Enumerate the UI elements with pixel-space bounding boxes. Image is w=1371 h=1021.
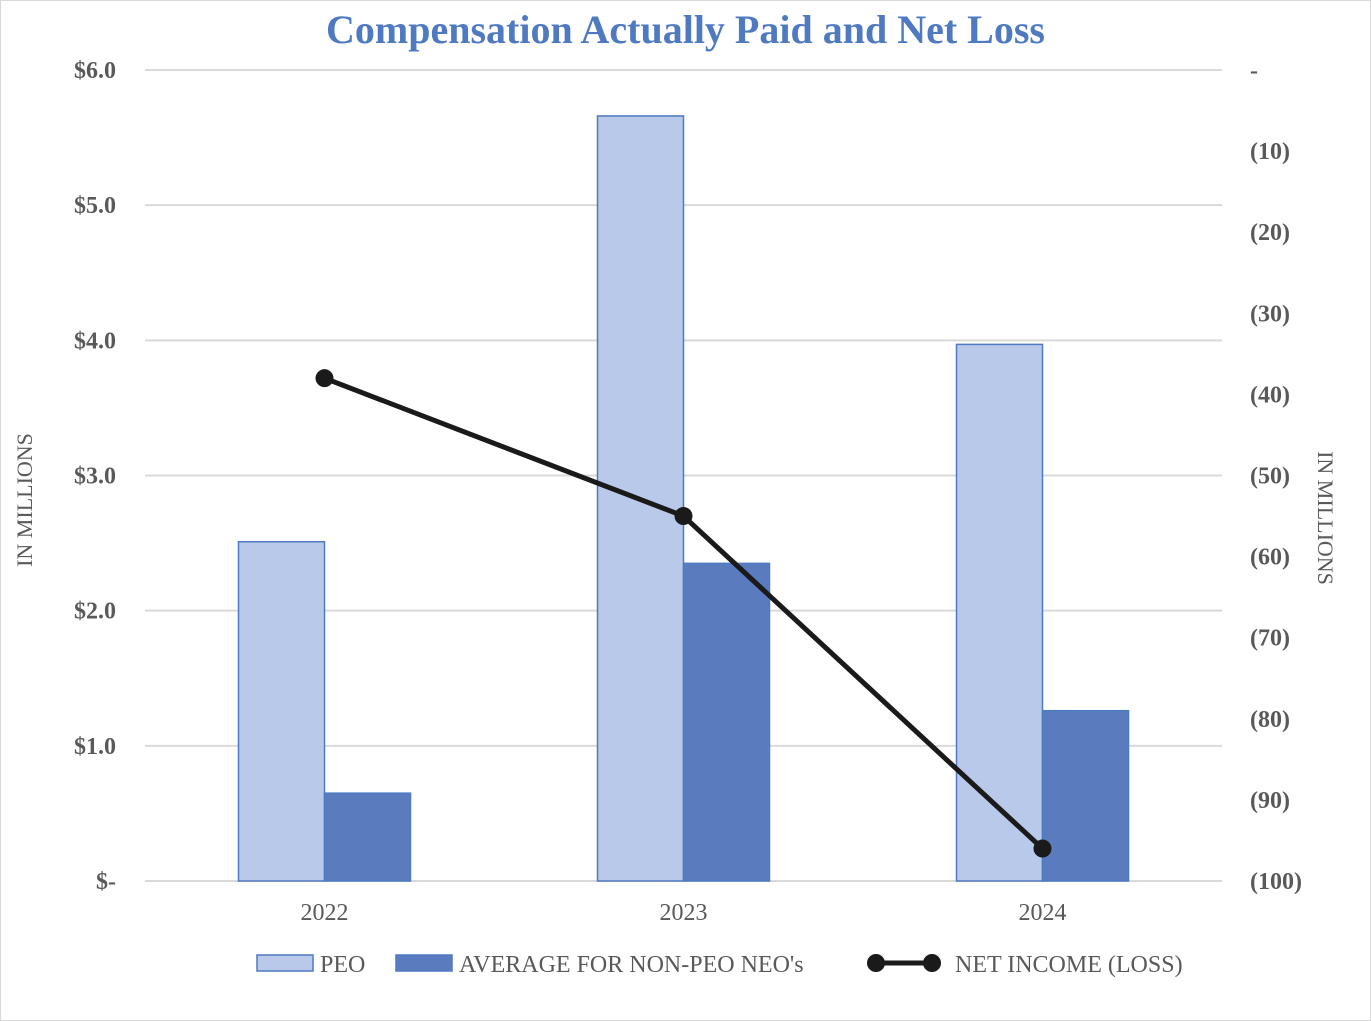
legend-swatch-non-peo	[395, 954, 453, 972]
right-tick-label-0: -	[1250, 58, 1258, 84]
x-tick-label-2024: 2024	[1019, 900, 1067, 926]
left-tick-label-0: $-	[96, 869, 116, 895]
bar-non-peo-2022	[323, 792, 412, 882]
right-tick-label-6: (60)	[1250, 545, 1290, 571]
right-tick-label-5: (50)	[1250, 464, 1290, 490]
left-tick-label-2: $2.0	[74, 599, 116, 625]
left-tick-label-4: $4.0	[74, 328, 116, 354]
legend-swatch-peo	[256, 954, 314, 972]
bar-non-peo-2023	[682, 562, 771, 882]
bars	[237, 115, 1130, 882]
left-axis-title: IN MILLIONS	[12, 433, 37, 567]
right-tick-label-1: (10)	[1250, 139, 1290, 165]
right-tick-label-7: (70)	[1250, 626, 1290, 652]
legend-marker-net-income-start	[867, 954, 885, 972]
left-tick-label-3: $3.0	[74, 464, 116, 490]
x-tick-label-2022: 2022	[301, 900, 349, 926]
net-income-point-2024	[1033, 839, 1052, 858]
legend-marker-net-income-end	[923, 954, 941, 972]
right-tick-label-8: (80)	[1250, 707, 1290, 733]
right-tick-label-4: (40)	[1250, 382, 1290, 408]
bar-peo-2024	[955, 343, 1044, 882]
chart-title: Compensation Actually Paid and Net Loss	[326, 7, 1045, 52]
legend-label-peo: PEO	[320, 952, 365, 978]
left-tick-label-6: $6.0	[74, 58, 116, 84]
bar-peo-2022	[237, 540, 326, 882]
bar-non-peo-2024	[1041, 709, 1130, 882]
left-tick-label-1: $1.0	[74, 734, 116, 760]
x-tick-label-2023: 2023	[660, 900, 708, 926]
x-axis-ticks: 2022 2023 2024	[301, 900, 1067, 926]
net-income-point-2023	[674, 507, 693, 526]
net-income-line	[315, 369, 1052, 858]
legend: PEO AVERAGE FOR NON-PEO NEO's NET INCOME (…	[256, 952, 1183, 978]
right-tick-label-3: (30)	[1250, 301, 1290, 327]
right-tick-label-2: (20)	[1250, 220, 1290, 246]
left-axis-ticks: $- $1.0 $2.0 $3.0 $4.0 $5.0 $6.0	[74, 58, 116, 895]
legend-label-net-income: NET INCOME (LOSS)	[955, 952, 1183, 978]
net-income-point-2022	[315, 369, 334, 388]
right-tick-label-10: (100)	[1250, 869, 1302, 895]
left-tick-label-5: $5.0	[74, 193, 116, 219]
legend-label-non-peo: AVERAGE FOR NON-PEO NEO's	[459, 952, 804, 978]
right-axis-ticks: - (10) (20) (30) (40) (50) (60) (70) (80) (90) (10…	[1250, 58, 1302, 895]
right-tick-label-9: (90)	[1250, 788, 1290, 814]
right-axis-title: IN MILLIONS	[1313, 451, 1338, 585]
